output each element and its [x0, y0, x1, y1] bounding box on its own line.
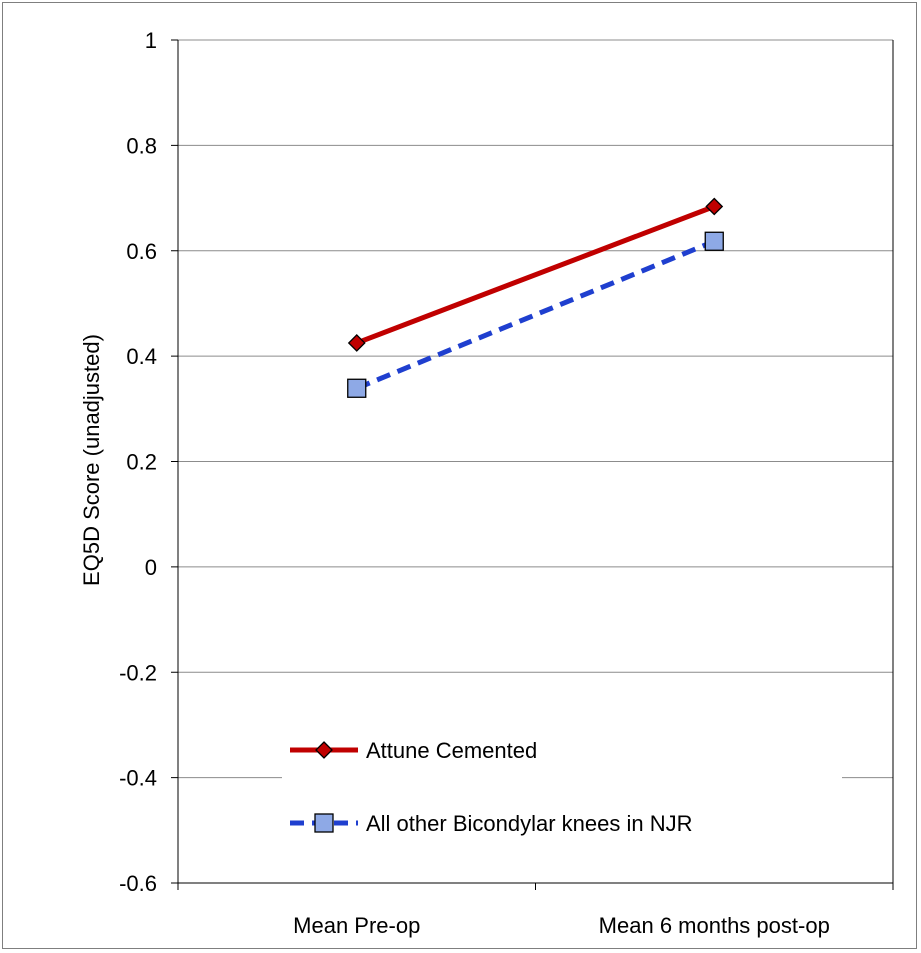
data-point-square — [347, 378, 367, 398]
x-tick-label: Mean Pre-op — [293, 913, 420, 938]
legend: Attune Cemented All other Bicondylar knee… — [282, 728, 842, 848]
data-point-square — [704, 231, 724, 251]
gridlines — [178, 39, 893, 779]
y-tick-label: 0.4 — [126, 344, 157, 369]
y-axis-title: EQ5D Score (unadjusted) — [79, 334, 104, 586]
y-tick-label: -0.2 — [119, 660, 157, 685]
data-point-diamond — [315, 741, 333, 759]
y-tick-label: 1 — [145, 28, 157, 53]
series-lines — [347, 197, 724, 398]
y-tick-label: -0.6 — [119, 871, 157, 896]
series-line — [354, 203, 717, 346]
data-point-square — [314, 813, 334, 833]
data-point-diamond — [705, 197, 724, 216]
y-tick-label: 0.6 — [126, 239, 157, 264]
y-tick-label: 0 — [145, 555, 157, 580]
y-tick-label: 0.2 — [126, 450, 157, 475]
legend-background — [282, 728, 842, 848]
series-line — [355, 238, 716, 391]
y-tick-label: -0.4 — [119, 766, 157, 791]
legend-label: Attune Cemented — [366, 738, 537, 763]
x-tick-label: Mean 6 months post-op — [599, 913, 830, 938]
legend-label: All other Bicondylar knees in NJR — [366, 811, 692, 836]
data-point-diamond — [347, 334, 366, 352]
y-tick-label: 0.8 — [126, 133, 157, 158]
tick-labels: -0.6 -0.4 -0.2 0 0.2 0.4 0.6 0.8 1 Mean Pre-op Mea… — [119, 28, 830, 938]
axes — [171, 39, 894, 890]
